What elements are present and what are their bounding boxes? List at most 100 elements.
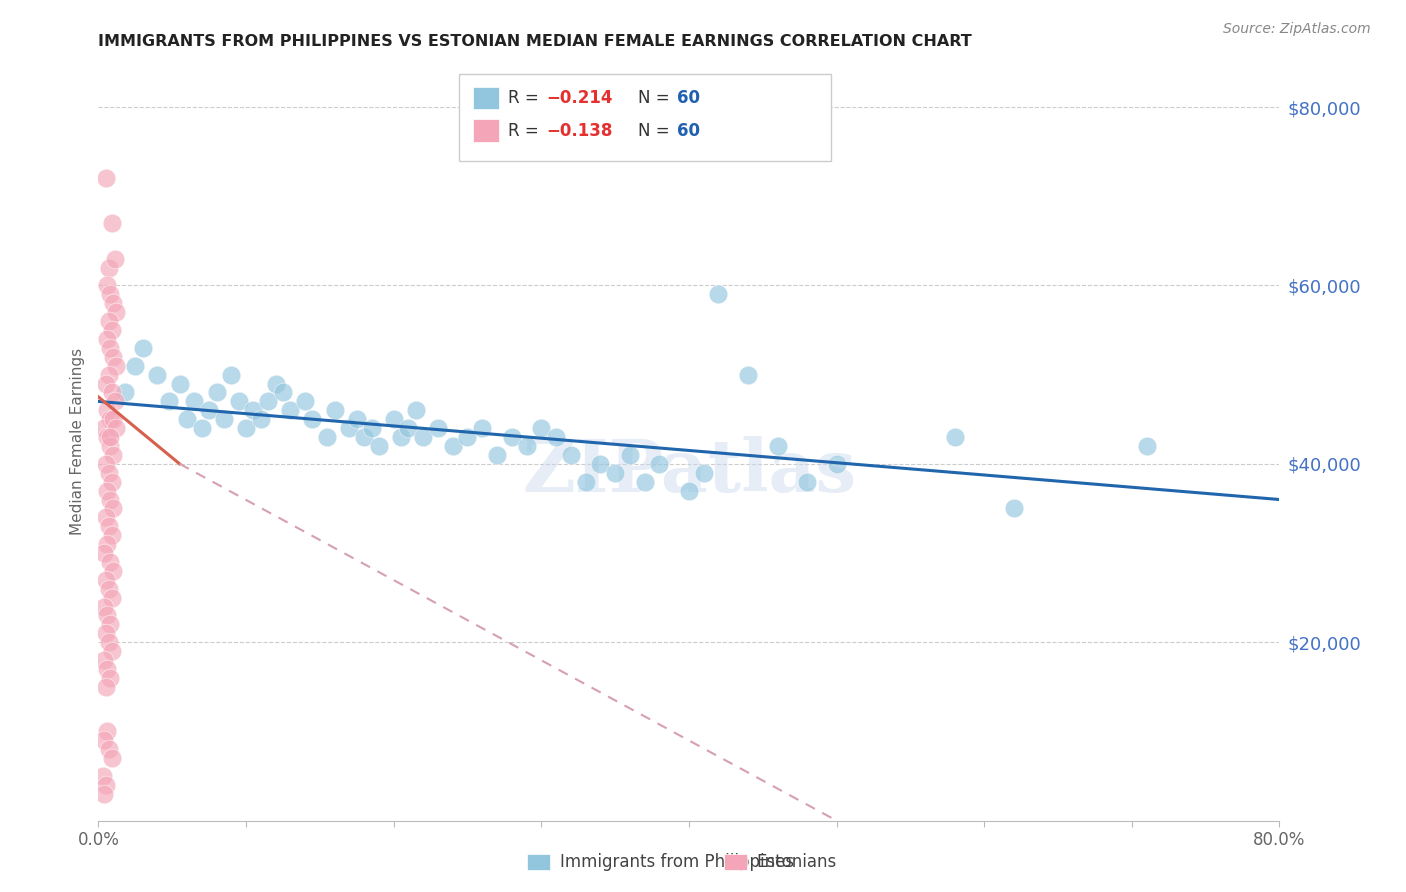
Point [707,287,730,301]
Point [250,412,273,426]
Point [560,448,582,462]
Point [96,332,118,346]
Point [441,439,464,453]
Point [91,769,114,783]
Point [105,421,128,435]
Text: N =: N = [638,121,675,140]
Point [104,252,127,266]
Point [96,430,118,444]
Point [94,376,117,391]
Point [301,412,323,426]
Point [382,412,405,426]
Point [97,314,120,328]
Point [360,421,382,435]
Point [169,376,191,391]
Text: Source: ZipAtlas.com: Source: ZipAtlas.com [1223,22,1371,37]
Point [412,430,434,444]
Point [100,385,122,400]
Point [100,591,122,605]
Point [634,475,657,489]
Point [796,475,818,489]
Point [98,341,121,355]
Point [100,644,122,658]
Point [114,385,136,400]
Point [100,751,122,765]
Point [605,466,627,480]
Text: Estonians: Estonians [756,853,837,871]
Point [93,421,115,435]
Point [96,608,118,623]
Point [100,475,122,489]
Point [271,385,294,400]
Point [257,394,280,409]
Point [530,421,553,435]
Point [323,403,346,417]
Point [678,483,700,498]
Text: N =: N = [638,89,675,107]
Point [96,537,118,551]
Point [205,385,228,400]
Point [93,599,115,614]
Point [516,439,538,453]
Point [96,403,118,417]
Text: R =: R = [508,89,544,107]
Point [94,778,117,792]
Point [98,439,121,453]
Y-axis label: Median Female Earnings: Median Female Earnings [69,348,84,535]
Text: ZIPatlas: ZIPatlas [522,436,856,508]
Point [212,412,235,426]
Point [176,412,198,426]
Point [97,466,120,480]
Point [353,430,375,444]
Point [280,403,302,417]
Text: −0.138: −0.138 [546,121,613,140]
Point [471,421,494,435]
FancyBboxPatch shape [458,74,831,161]
Point [648,457,671,471]
Point [97,260,120,275]
Point [737,368,759,382]
Point [157,394,180,409]
Point [346,412,368,426]
Point [398,421,420,435]
Point [132,341,155,355]
Point [93,787,115,801]
Point [766,439,789,453]
Point [93,653,115,667]
Point [94,171,117,186]
Point [103,564,125,578]
Point [589,457,612,471]
Point [619,448,641,462]
Point [96,724,118,739]
Point [94,626,117,640]
Point [546,430,568,444]
Point [368,439,391,453]
Point [242,403,264,417]
Point [96,483,118,498]
Point [97,519,120,533]
Point [100,216,122,230]
Point [1136,439,1159,453]
Point [943,430,966,444]
Bar [472,120,499,142]
Point [405,403,427,417]
Text: IMMIGRANTS FROM PHILIPPINES VS ESTONIAN MEDIAN FEMALE EARNINGS CORRELATION CHART: IMMIGRANTS FROM PHILIPPINES VS ESTONIAN … [98,34,972,49]
Point [1002,501,1025,516]
Point [124,359,146,373]
Point [103,412,125,426]
Point [486,448,509,462]
Point [316,430,339,444]
Text: R =: R = [508,121,544,140]
Point [100,323,122,337]
Point [97,635,120,649]
Point [825,457,848,471]
Point [103,448,125,462]
Point [198,403,221,417]
Text: 60: 60 [678,121,700,140]
Point [96,278,118,293]
Point [98,671,121,685]
Point [575,475,598,489]
Point [105,305,128,319]
Point [104,394,127,409]
Point [100,528,122,542]
